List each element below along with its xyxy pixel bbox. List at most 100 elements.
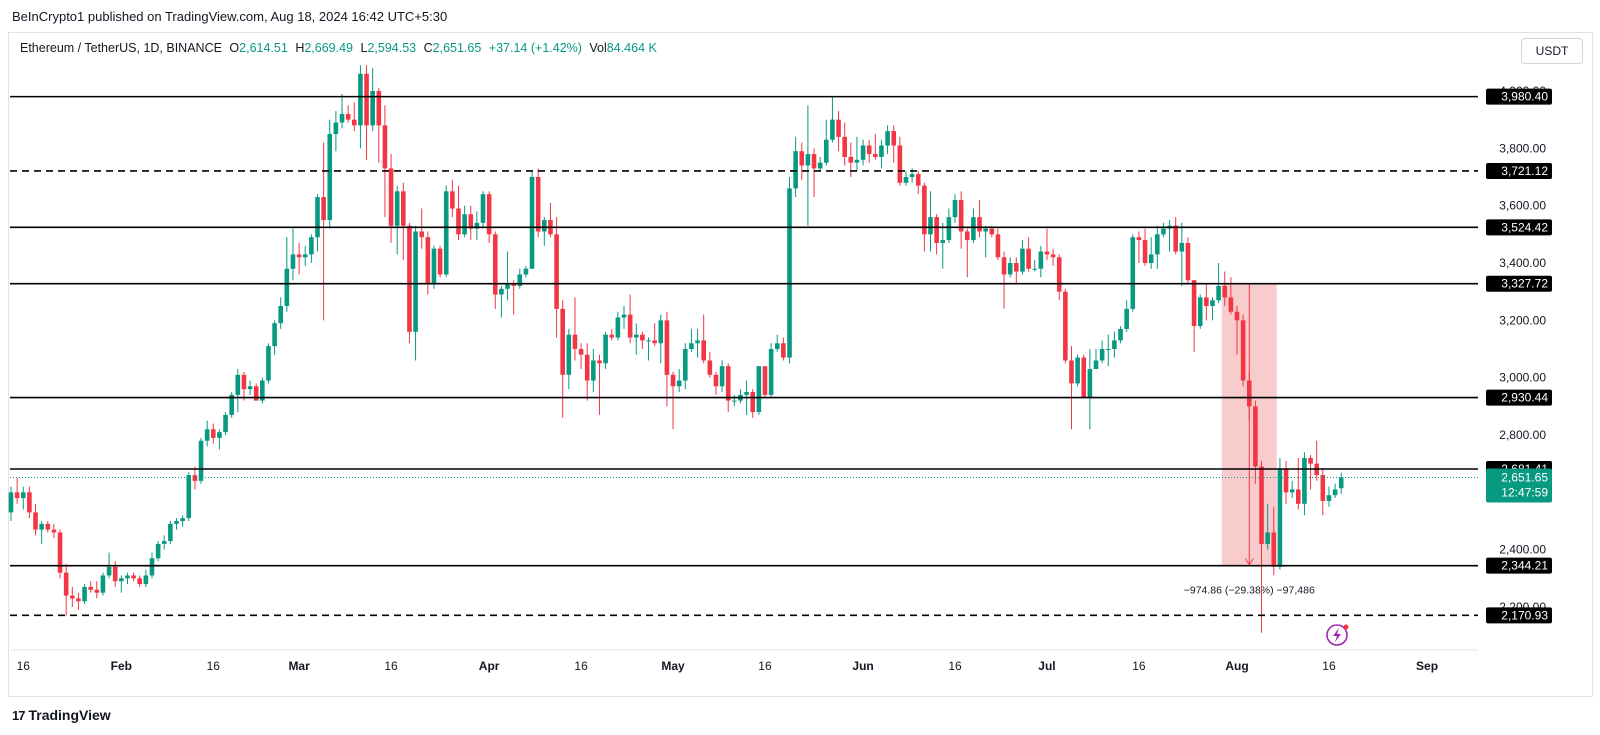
candle-body xyxy=(106,566,112,576)
candle-body xyxy=(223,414,228,433)
candle-body xyxy=(20,492,26,499)
candle-body xyxy=(946,217,952,241)
candle-body xyxy=(168,523,173,542)
currency-button[interactable]: USDT xyxy=(1521,38,1583,64)
measure-arrowhead xyxy=(1244,558,1254,566)
time-tick-label: Jul xyxy=(1038,659,1055,673)
candle-body xyxy=(640,334,645,341)
candle-body xyxy=(131,575,136,579)
candle-body xyxy=(517,274,523,286)
candle-body xyxy=(1007,263,1013,275)
candle-body xyxy=(192,475,198,481)
candle-body xyxy=(1320,475,1326,501)
candle-body xyxy=(425,237,431,284)
candle-body xyxy=(1326,495,1332,501)
candle-body xyxy=(989,228,995,235)
level-price-label: 3,327.72 xyxy=(1501,277,1548,291)
candle-body xyxy=(725,366,731,401)
candle-body xyxy=(1191,280,1197,327)
price-chart[interactable]: −974.86 (−29.38%) −97,4864,000.003,800.0… xyxy=(0,0,1600,700)
candle-body xyxy=(750,392,756,413)
candle-body xyxy=(186,475,192,519)
candle-body xyxy=(1161,228,1166,235)
candle-body xyxy=(768,349,774,395)
candle-body xyxy=(468,214,474,229)
candle-body xyxy=(345,113,351,120)
candle-body xyxy=(480,194,486,223)
candle-body xyxy=(1234,311,1240,321)
candle-body xyxy=(609,334,615,338)
candle-body xyxy=(848,156,854,163)
level-price-label: 2,170.93 xyxy=(1501,608,1548,622)
candle-body xyxy=(603,334,608,364)
candle-body xyxy=(799,151,805,166)
candle-body xyxy=(358,73,363,126)
candle-body xyxy=(76,598,81,602)
candle-body xyxy=(1204,297,1209,306)
time-tick-label: Feb xyxy=(111,659,132,673)
candle-body xyxy=(719,366,725,387)
candle-body xyxy=(940,240,946,243)
lightning-icon-ring xyxy=(1326,624,1348,646)
level-price-label: 3,524.42 xyxy=(1501,220,1548,234)
level-price-tag xyxy=(1486,607,1552,624)
price-tick-label: 3,000.00 xyxy=(1499,371,1546,385)
tradingview-logo-icon: 17 xyxy=(12,707,26,723)
candle-body xyxy=(689,343,694,349)
candle-body xyxy=(1173,225,1178,252)
candle-body xyxy=(1277,469,1283,567)
candle-body xyxy=(934,217,939,243)
candle-body xyxy=(842,136,847,157)
low-label: L xyxy=(360,41,368,55)
candle-body xyxy=(388,168,394,226)
candle-body xyxy=(732,400,737,402)
candle-body xyxy=(909,174,915,177)
candle-body xyxy=(14,492,20,499)
price-tick-label: 3,800.00 xyxy=(1499,141,1546,155)
candle-body xyxy=(774,343,780,349)
candle-body xyxy=(241,374,247,390)
candle-body xyxy=(413,231,418,332)
candle-body xyxy=(560,308,565,375)
candle-body xyxy=(1296,489,1301,504)
candle-body xyxy=(627,314,633,338)
tradingview-brand[interactable]: 17 TradingView xyxy=(12,707,111,723)
candle-body xyxy=(1216,285,1221,301)
candle-body xyxy=(952,199,958,218)
lightning-icon[interactable] xyxy=(1326,624,1349,646)
time-tick-label: 16 xyxy=(948,659,962,673)
candle-body xyxy=(351,119,357,126)
candle-body xyxy=(652,340,657,344)
candle-body xyxy=(928,217,933,235)
candle-body xyxy=(39,523,44,530)
level-price-tag xyxy=(1486,389,1552,406)
candle-body xyxy=(1148,254,1154,263)
candle-body xyxy=(646,340,651,342)
candle-body xyxy=(33,512,38,530)
open-label: O xyxy=(229,41,240,55)
candle-body xyxy=(830,119,835,140)
candle-body xyxy=(143,575,149,585)
candle-body xyxy=(885,131,890,146)
candle-body xyxy=(315,197,320,238)
candle-body xyxy=(437,248,443,275)
candle-body xyxy=(394,191,400,226)
candle-body xyxy=(431,248,437,284)
change-value: +37.14 (+1.42%) xyxy=(488,41,582,55)
candle-body xyxy=(204,429,210,441)
current-price-label: 2,651.65 xyxy=(1501,471,1548,485)
candle-body xyxy=(1253,406,1258,467)
time-tick-label: 16 xyxy=(574,659,588,673)
candle-body xyxy=(535,177,541,232)
candle-body xyxy=(321,197,326,220)
candle-body xyxy=(505,283,510,289)
candle-body xyxy=(499,288,504,295)
candle-body xyxy=(695,340,700,344)
symbol-title[interactable]: Ethereum / TetherUS, 1D, BINANCE xyxy=(20,41,222,55)
candle-body xyxy=(235,374,241,395)
candle-body xyxy=(284,268,290,306)
candle-body xyxy=(1105,349,1111,350)
candle-body xyxy=(443,191,449,275)
candle-body xyxy=(633,334,639,338)
candle-body xyxy=(174,521,179,524)
